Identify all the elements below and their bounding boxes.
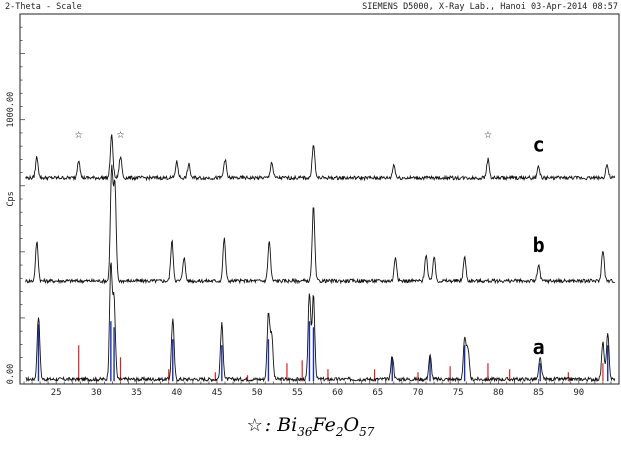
pattern-b-line [25,164,615,285]
x-tick-label: 90 [573,388,584,398]
x-tick-label: 65 [372,388,383,398]
x-tick-label: 85 [533,388,544,398]
pattern-c-line [25,134,616,182]
xrd-figure: 2-Theta - Scale SIEMENS D5000, X-Ray Lab… [5,2,620,398]
x-tick-label: 55 [292,388,303,398]
y-axis-label: Cps [6,191,16,206]
x-tick-label: 70 [413,388,424,398]
header-right-label: SIEMENS D5000, X-Ray Lab., Hanoi 03-Apr-… [362,2,618,12]
x-tick-label: 25 [51,388,62,398]
caption-sub-o: 57 [359,424,375,439]
caption-sub-bi: 36 [297,424,313,439]
y-tick-label: 1000.00 [6,92,16,128]
y-tick-label: 0.00 [6,364,16,384]
x-tick-label: 80 [493,388,504,398]
pattern-a-line [25,262,616,383]
caption-formula-prefix: : Bi [264,414,298,436]
x-tick-label: 50 [252,388,263,398]
x-tick-label: 30 [91,388,102,398]
x-tick-label: 45 [212,388,223,398]
caption-formula-fe: Fe [312,414,336,436]
xrd-plot: 25 30 35 40 45 50 55 60 65 70 75 80 85 90 0.00 1000.00 C… [6,13,620,398]
caption-formula-o: O [343,414,360,436]
x-tick-label: 60 [332,388,343,398]
star-marker: ☆ [484,127,492,142]
star-marker-icon: ☆ [246,415,263,436]
series-label-b: b [533,233,545,257]
star-marker: ☆ [117,127,125,142]
header-left-label: 2-Theta - Scale [5,2,82,12]
x-tick-label: 35 [131,388,142,398]
legend-caption: ☆: Bi36Fe2O57 [0,414,621,439]
star-marker: ☆ [75,127,83,142]
x-tick-label: 40 [171,388,182,398]
series-label-a: a [533,335,545,359]
plot-frame [19,13,620,385]
series-label-c: c [533,132,545,156]
caption-sub-fe: 2 [335,424,344,439]
x-tick-label: 75 [453,388,464,398]
